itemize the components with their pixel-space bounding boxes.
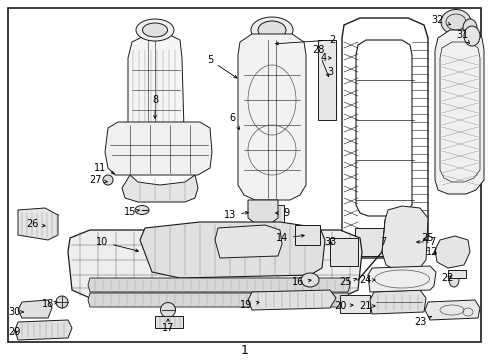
Polygon shape [15, 320, 72, 340]
Text: 20: 20 [333, 301, 352, 311]
Text: 27: 27 [90, 175, 107, 185]
Polygon shape [18, 208, 58, 240]
Text: 10: 10 [96, 237, 138, 252]
Bar [339, 295, 369, 313]
Polygon shape [122, 175, 198, 202]
Polygon shape [140, 222, 325, 278]
Ellipse shape [136, 19, 174, 41]
Ellipse shape [142, 23, 167, 37]
Bar [294, 225, 319, 245]
Polygon shape [354, 228, 411, 256]
Text: 3: 3 [326, 67, 332, 77]
Ellipse shape [325, 66, 333, 78]
Text: 26: 26 [26, 219, 45, 229]
Polygon shape [367, 266, 435, 292]
Text: 25: 25 [421, 233, 433, 243]
Polygon shape [88, 293, 349, 307]
Ellipse shape [463, 26, 479, 46]
Ellipse shape [250, 17, 292, 43]
Text: 7: 7 [416, 237, 434, 247]
Polygon shape [88, 278, 349, 292]
Text: 24: 24 [358, 275, 374, 285]
Ellipse shape [445, 14, 465, 30]
Text: 16: 16 [291, 277, 310, 287]
Ellipse shape [325, 53, 334, 63]
Text: 4: 4 [320, 53, 330, 63]
Text: 6: 6 [228, 113, 239, 129]
Ellipse shape [462, 19, 476, 37]
Text: 28: 28 [311, 45, 328, 77]
Text: 32: 32 [431, 15, 449, 25]
Bar [447, 270, 465, 278]
Polygon shape [215, 225, 282, 258]
Polygon shape [105, 122, 212, 175]
Ellipse shape [56, 296, 68, 308]
Text: 21: 21 [358, 301, 374, 311]
Text: 17: 17 [162, 319, 174, 333]
Ellipse shape [103, 175, 113, 185]
Text: 9: 9 [275, 208, 288, 218]
Text: 5: 5 [206, 55, 236, 78]
Polygon shape [238, 34, 305, 200]
Polygon shape [424, 300, 479, 320]
Text: 15: 15 [123, 207, 139, 217]
Text: 22: 22 [441, 273, 453, 283]
Polygon shape [68, 230, 361, 298]
Text: 33: 33 [323, 237, 335, 247]
Text: 31: 31 [455, 30, 468, 43]
Text: 25: 25 [338, 277, 356, 287]
Ellipse shape [135, 206, 149, 215]
Text: 23: 23 [413, 316, 430, 327]
Ellipse shape [160, 302, 175, 318]
Text: 8: 8 [152, 95, 158, 118]
Polygon shape [397, 270, 423, 295]
Polygon shape [369, 290, 425, 314]
Text: 1: 1 [240, 343, 248, 356]
Bar [329, 238, 357, 266]
Text: 18: 18 [42, 299, 57, 309]
Text: 7: 7 [379, 237, 386, 247]
Bar [317, 40, 335, 120]
Polygon shape [434, 30, 483, 194]
Ellipse shape [258, 21, 285, 39]
Text: 11: 11 [94, 163, 114, 174]
Text: 12: 12 [425, 247, 437, 257]
Bar [260, 205, 284, 243]
Ellipse shape [301, 273, 318, 287]
Ellipse shape [448, 273, 458, 287]
Text: 14: 14 [275, 233, 304, 243]
Bar [155, 316, 183, 328]
Text: 13: 13 [224, 210, 248, 220]
Polygon shape [18, 300, 52, 318]
Text: 29: 29 [8, 327, 20, 337]
Polygon shape [247, 200, 278, 224]
Ellipse shape [440, 9, 470, 35]
Polygon shape [381, 206, 427, 272]
Text: 2: 2 [275, 35, 334, 45]
Text: 30: 30 [8, 307, 23, 317]
Text: 19: 19 [240, 300, 259, 310]
Polygon shape [128, 34, 183, 152]
Polygon shape [434, 236, 469, 268]
Polygon shape [247, 290, 335, 310]
